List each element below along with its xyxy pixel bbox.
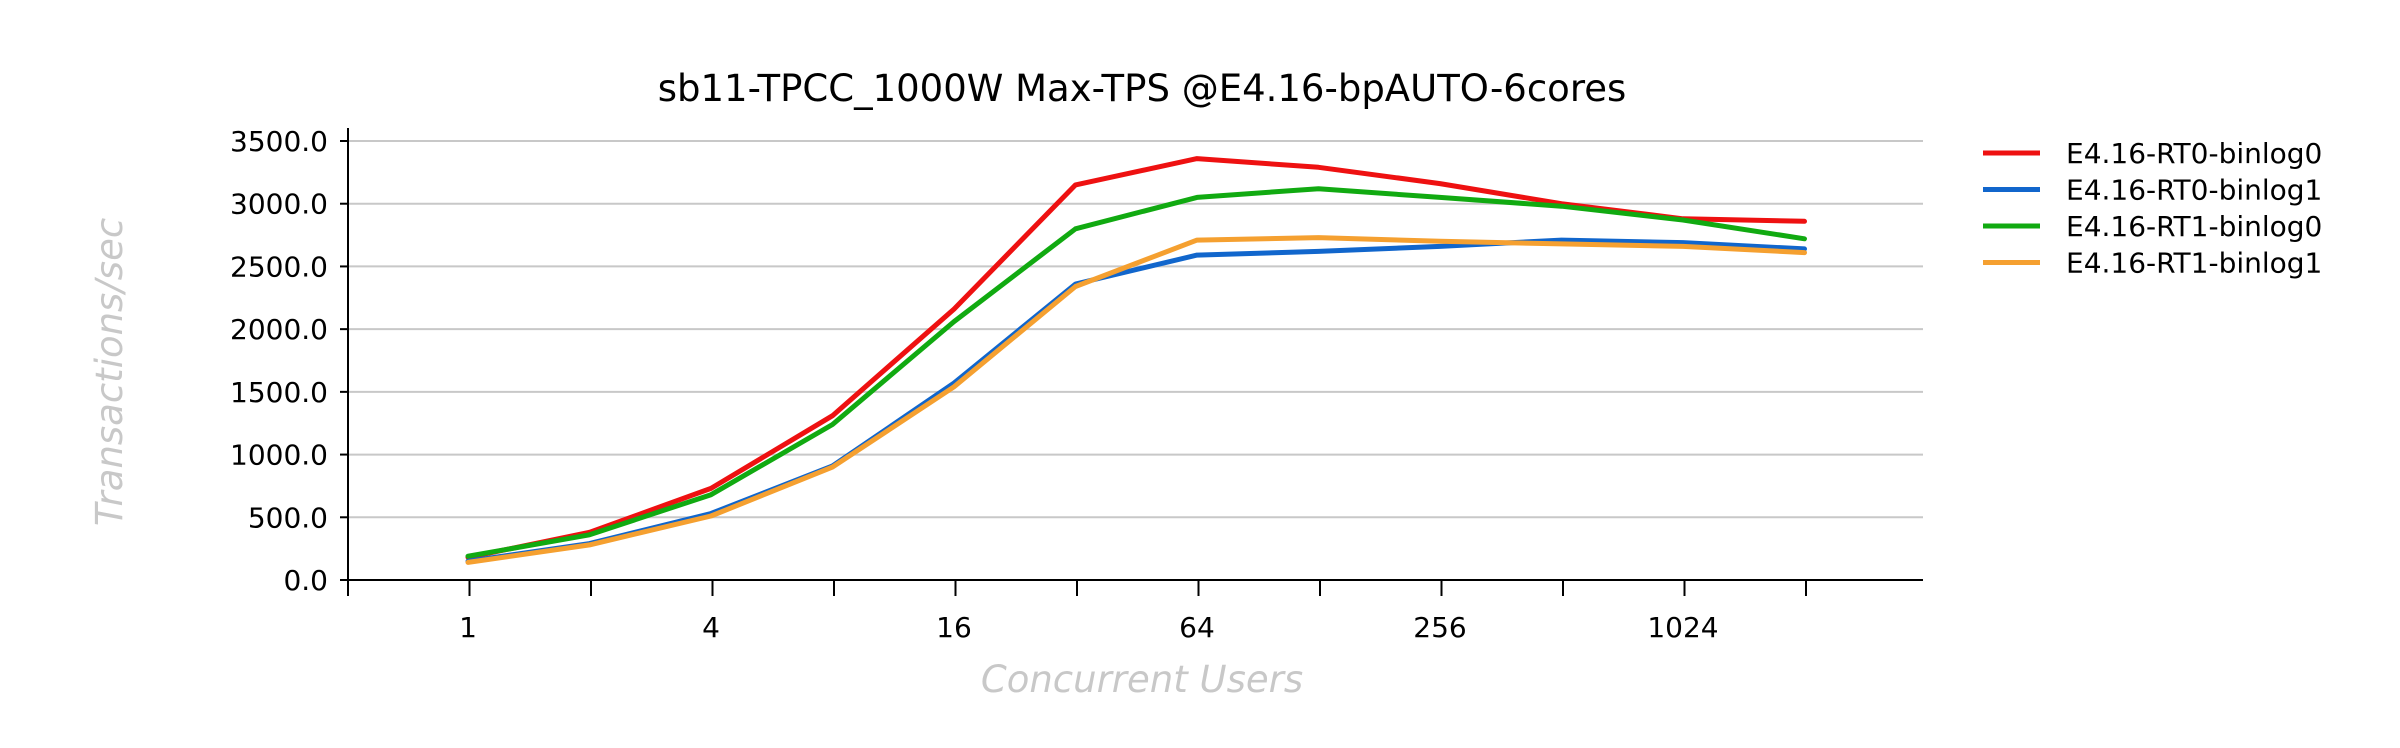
x-tick-label: 1024	[1647, 611, 1718, 644]
legend-label: E4.16-RT1-binlog1	[2066, 247, 2322, 280]
y-tick-label: 3500.0	[230, 125, 328, 158]
y-tick-label: 2000.0	[230, 313, 328, 346]
axes	[340, 128, 1923, 596]
legend-label: E4.16-RT1-binlog0	[2066, 210, 2322, 243]
x-tick-labels: 1 4 16 64 256 1024	[459, 611, 1719, 644]
series-line-1	[465, 156, 1807, 560]
y-tick-label: 0.0	[283, 564, 328, 597]
x-tick-label: 4	[702, 611, 720, 644]
chart-title: sb11-TPCC_1000W Max-TPS @E4.16-bpAUTO-6c…	[658, 67, 1627, 110]
legend-label: E4.16-RT0-binlog0	[2066, 137, 2322, 170]
x-tick-label: 64	[1179, 611, 1215, 644]
gridlines	[348, 140, 1923, 519]
legend: E4.16-RT0-binlog0E4.16-RT0-binlog1E4.16-…	[1983, 137, 2322, 280]
y-axis-label: Transactions/sec	[88, 218, 131, 526]
series-line-3	[465, 186, 1807, 559]
y-tick-label: 500.0	[248, 501, 328, 534]
x-tick-label: 16	[936, 611, 972, 644]
series-lines	[465, 156, 1807, 565]
series-line-2	[465, 237, 1807, 564]
y-tick-labels: 0.0 500.0 1000.0 1500.0 2000.0 2500.0 3000.0 35…	[230, 125, 328, 597]
y-tick-label: 3000.0	[230, 188, 328, 221]
series-line-4	[465, 235, 1807, 565]
y-tick-label: 2500.0	[230, 250, 328, 283]
legend-label: E4.16-RT0-binlog1	[2066, 174, 2322, 207]
x-tick-label: 1	[459, 611, 477, 644]
y-tick-label: 1500.0	[230, 376, 328, 409]
y-tick-label: 1000.0	[230, 439, 328, 472]
x-tick-label: 256	[1413, 611, 1466, 644]
x-axis-label: Concurrent Users	[981, 658, 1303, 701]
